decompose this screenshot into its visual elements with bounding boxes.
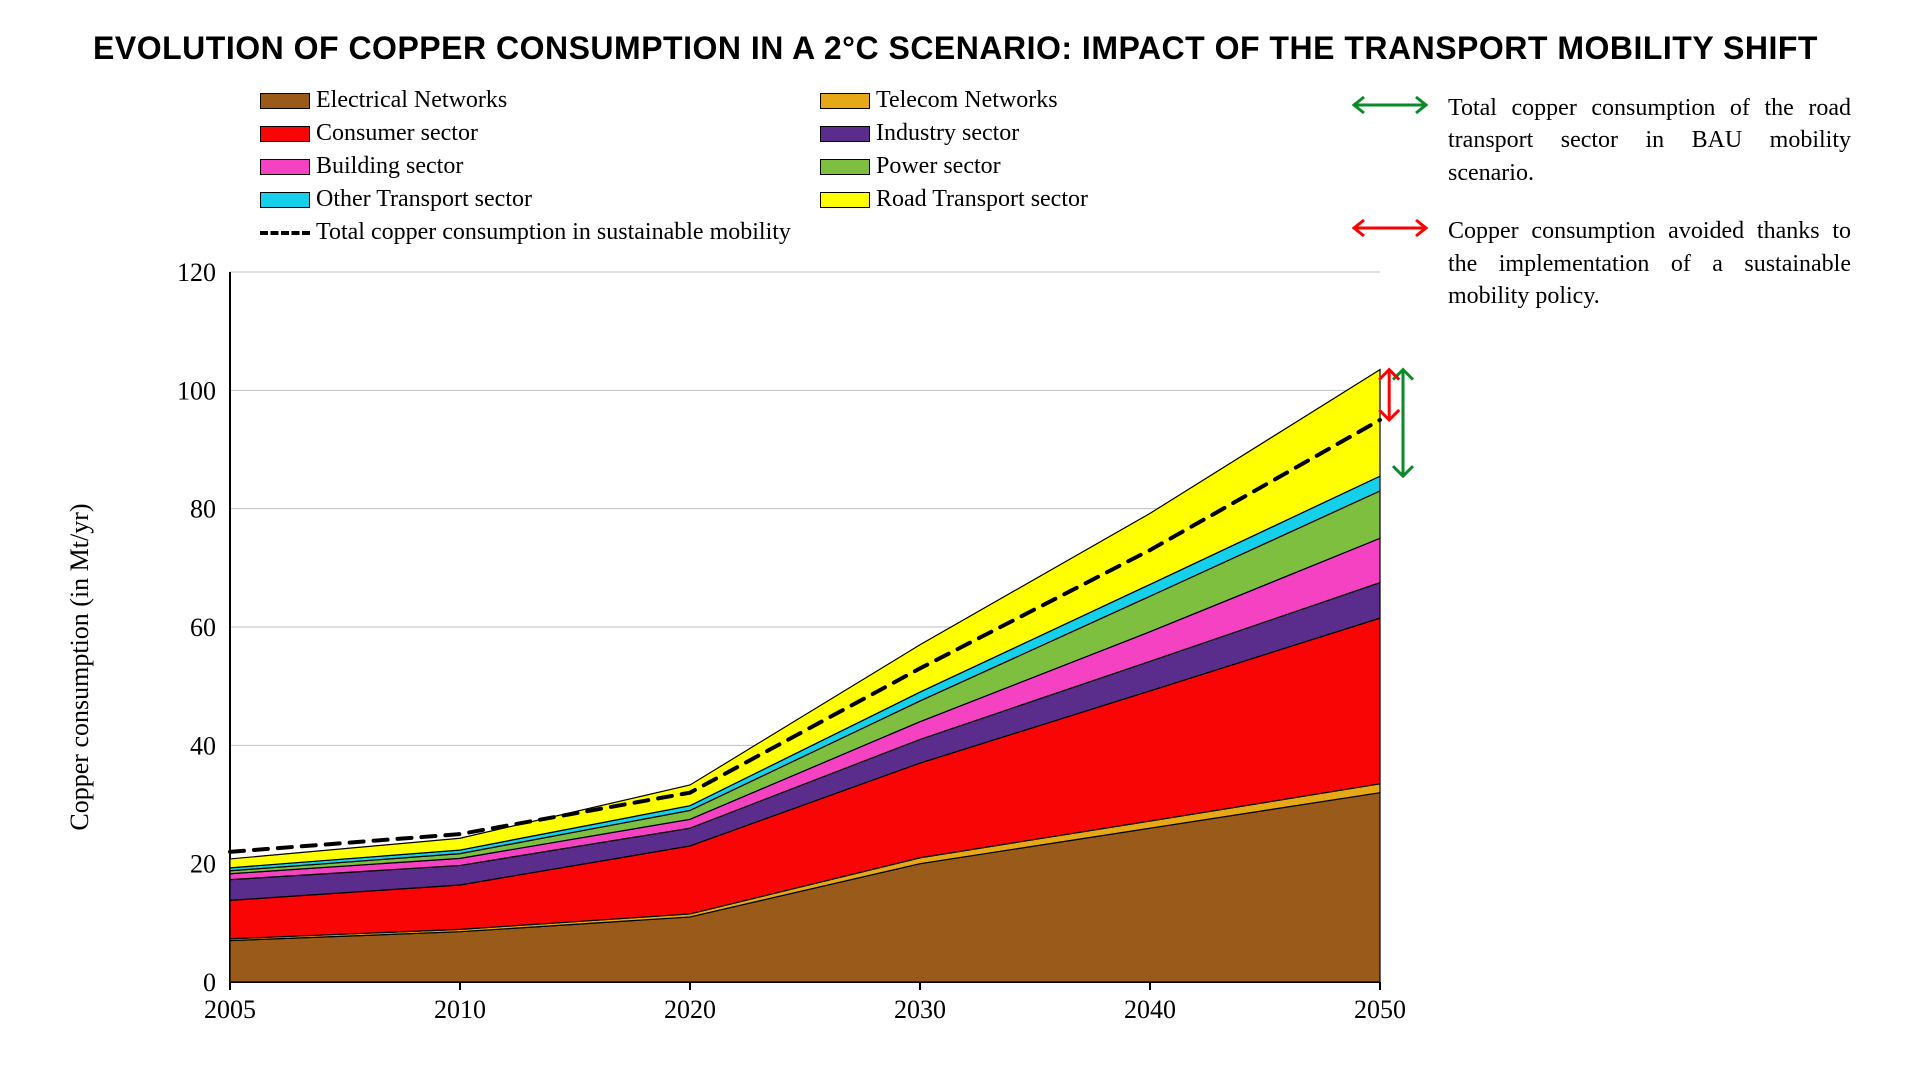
swatch-dashed [260,231,310,235]
svg-text:2040: 2040 [1124,995,1176,1024]
swatch-telecom [820,93,870,109]
double-arrow-red-icon [1350,215,1430,241]
annotation-green: Total copper consumption of the road tra… [1350,92,1851,189]
swatch-industry [820,126,870,142]
double-arrow-green-icon [1350,92,1430,118]
svg-text:100: 100 [177,376,216,405]
swatch-roadtrans [820,192,870,208]
svg-text:2010: 2010 [434,995,486,1024]
legend-othertrans: Other Transport sector [260,186,720,213]
chart-column: Electrical Networks Telecom Networks Con… [60,87,1320,1082]
svg-text:2050: 2050 [1354,995,1406,1024]
legend-electrical: Electrical Networks [260,87,720,114]
legend-label: Electrical Networks [316,87,507,114]
chart-title: EVOLUTION OF COPPER CONSUMPTION IN A 2°C… [60,30,1851,67]
content-row: Electrical Networks Telecom Networks Con… [60,87,1851,1082]
plot-wrapper: Copper consumption (in Mt/yr) 0204060801… [60,252,1320,1082]
legend-label: Other Transport sector [316,186,532,213]
legend-consumer: Consumer sector [260,120,720,147]
swatch-othertrans [260,192,310,208]
legend-label: Building sector [316,153,463,180]
legend-industry: Industry sector [820,120,1280,147]
svg-text:60: 60 [190,613,216,642]
legend-label: Road Transport sector [876,186,1088,213]
swatch-power [820,159,870,175]
legend-container: Electrical Networks Telecom Networks Con… [260,87,1280,246]
swatch-consumer [260,126,310,142]
svg-text:2005: 2005 [204,995,256,1024]
annotation-red-text: Copper consumption avoided thanks to the… [1448,215,1851,312]
page-root: EVOLUTION OF COPPER CONSUMPTION IN A 2°C… [0,0,1911,1075]
svg-text:40: 40 [190,731,216,760]
legend-telecom: Telecom Networks [820,87,1280,114]
swatch-electrical [260,93,310,109]
legend-roadtrans: Road Transport sector [820,186,1280,213]
area-chart-svg: 020406080100120200520102020203020402050 [140,252,1435,1042]
legend-label: Total copper consumption in sustainable … [316,219,791,246]
legend-building: Building sector [260,153,720,180]
svg-text:2030: 2030 [894,995,946,1024]
y-axis-label: Copper consumption (in Mt/yr) [65,503,95,830]
svg-text:80: 80 [190,495,216,524]
legend-label: Consumer sector [316,120,478,147]
svg-text:120: 120 [177,258,216,287]
svg-text:0: 0 [203,968,216,997]
legend-dashed: Total copper consumption in sustainable … [260,219,1280,246]
svg-text:2020: 2020 [664,995,716,1024]
legend-label: Industry sector [876,120,1019,147]
svg-text:20: 20 [190,850,216,879]
annotation-green-text: Total copper consumption of the road tra… [1448,92,1851,189]
legend-label: Power sector [876,153,1001,180]
legend-label: Telecom Networks [876,87,1058,114]
swatch-building [260,159,310,175]
legend-power: Power sector [820,153,1280,180]
